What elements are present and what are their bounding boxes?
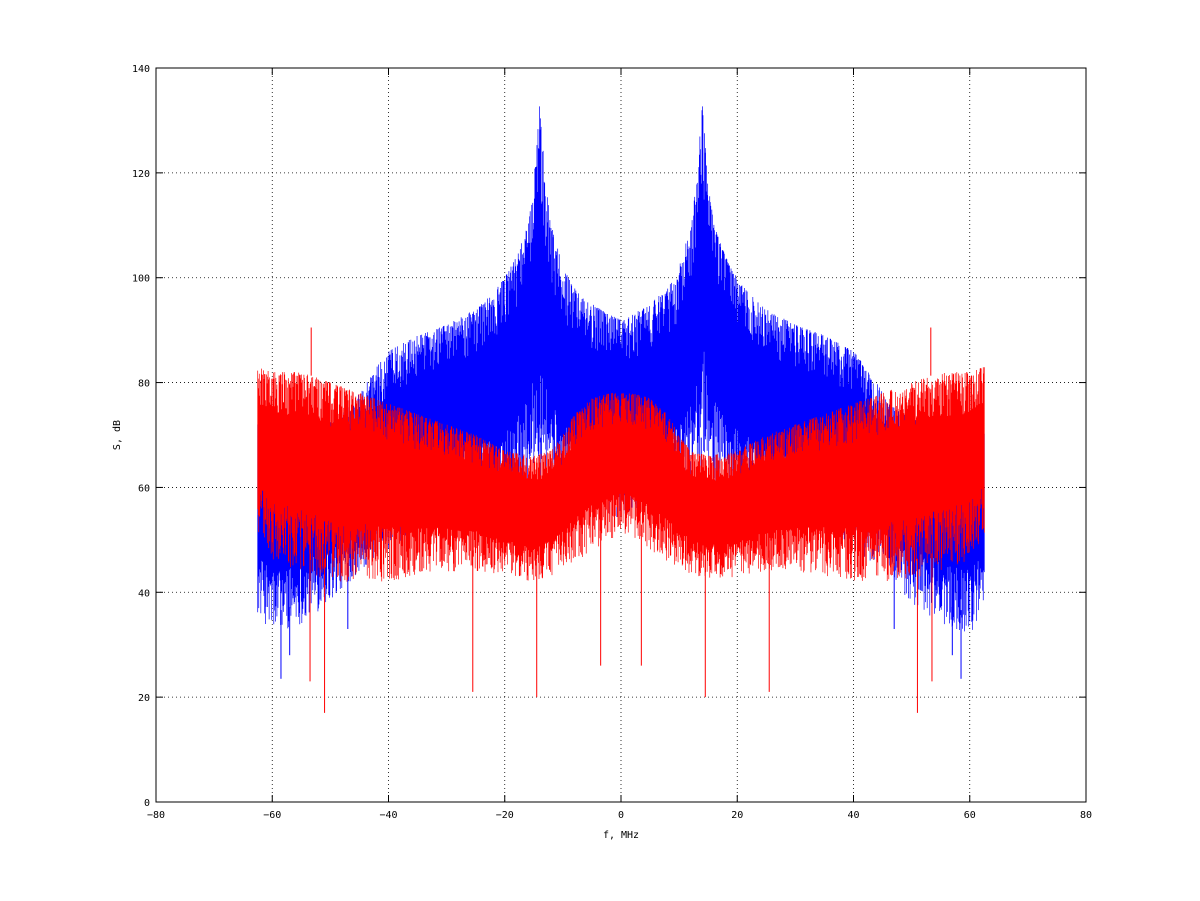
y-axis-label: S, dB [112,420,123,450]
y-tick-label: 80 [138,379,150,390]
x-tick-label: 20 [731,810,743,821]
y-tick-label: 60 [138,483,150,494]
series-red [257,327,985,713]
y-tick-label: 100 [132,274,150,285]
y-tick-label: 120 [132,169,150,180]
x-tick-label: 60 [964,810,976,821]
x-tick-label: −40 [379,810,397,821]
x-tick-label: −80 [147,810,165,821]
series-layer [257,106,985,713]
x-axis-label: f, MHz [603,830,639,841]
y-tick-label: 0 [144,798,150,809]
x-tick-label: 0 [618,810,624,821]
y-tick-label: 140 [132,64,150,75]
x-tick-label: −20 [496,810,514,821]
y-tick-label: 40 [138,588,150,599]
axis-ticks: −80 −60 −40 −20 0 20 40 60 80 0 20 40 60 80 100 120 140 [132,64,1092,821]
series-trace [257,367,985,582]
x-tick-label: 80 [1080,810,1092,821]
x-tick-label: 40 [847,810,859,821]
x-tick-label: −60 [263,810,281,821]
y-tick-label: 20 [138,693,150,704]
